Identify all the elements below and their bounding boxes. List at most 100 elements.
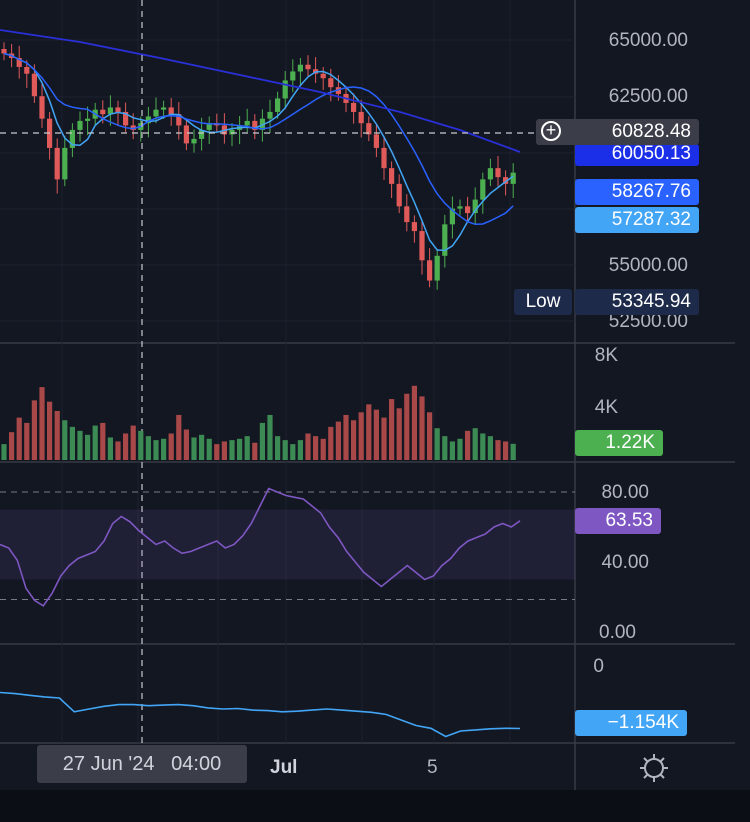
- low-price-tag: 53345.94: [575, 289, 699, 315]
- volume-bar: [54, 410, 60, 460]
- rsi-tick-40: 40.00: [601, 552, 649, 573]
- candle-body: [130, 125, 136, 130]
- candle-body: [1, 48, 7, 54]
- volume-bar: [69, 426, 75, 460]
- volume-bar: [396, 408, 402, 460]
- volume-bar: [206, 438, 212, 460]
- crosshair-price-tag[interactable]: + 60828.48: [536, 119, 699, 145]
- volume-bar: [24, 422, 30, 460]
- volume-bar: [358, 412, 364, 460]
- candle-body: [168, 107, 174, 115]
- candle-body: [457, 206, 463, 209]
- price-tick-55000: 55000.00: [608, 255, 688, 276]
- indicator-current-tag: −1.154K: [575, 710, 687, 736]
- volume-bar: [282, 440, 288, 460]
- ma-mid-line: [3, 52, 514, 226]
- volume-bar: [305, 433, 311, 460]
- candle-body: [123, 111, 129, 126]
- candle-body: [85, 118, 91, 121]
- ma-long-line: [0, 29, 521, 153]
- candle-body: [503, 177, 509, 184]
- volume-bar: [275, 436, 281, 460]
- candle-body: [267, 111, 273, 119]
- volume-current-tag: 1.22K: [575, 430, 663, 456]
- settings-gear-icon[interactable]: [638, 752, 670, 784]
- candle-body: [510, 172, 516, 184]
- volume-bar: [92, 425, 98, 460]
- volume-bar: [31, 400, 37, 460]
- price-tick-62500: 62500.00: [608, 86, 688, 107]
- candle-body: [115, 107, 121, 112]
- volume-bar: [343, 414, 349, 460]
- volume-bar: [130, 425, 136, 460]
- volume-bar: [229, 440, 235, 460]
- volume-bar: [47, 401, 53, 460]
- ma-short-price-tag: 57287.32: [575, 207, 699, 233]
- volume-bar: [115, 441, 121, 460]
- candle-body: [434, 255, 440, 281]
- candle-body: [199, 129, 205, 139]
- indicator-line: [0, 691, 521, 738]
- candle-body: [161, 107, 167, 110]
- volume-bar: [510, 443, 516, 460]
- volume-bar: [145, 436, 151, 460]
- candle-body: [16, 57, 22, 67]
- candle-body: [396, 183, 402, 207]
- ma-mid-price-tag: 58267.76: [575, 179, 699, 205]
- rsi-tick-0: 0.00: [599, 622, 636, 643]
- volume-bar: [9, 432, 15, 460]
- candle-body: [77, 120, 83, 130]
- volume-bar: [449, 441, 455, 460]
- candle-body: [275, 98, 281, 112]
- volume-tick-4k: 4K: [594, 397, 618, 418]
- volume-bar: [85, 434, 91, 460]
- volume-bar: [411, 385, 417, 460]
- candle-body: [69, 129, 75, 148]
- volume-bar: [161, 438, 167, 460]
- candle-body: [442, 224, 448, 256]
- volume-bar: [176, 414, 182, 460]
- volume-bar: [373, 409, 379, 460]
- candle-body: [465, 206, 471, 214]
- candle-body: [328, 78, 334, 88]
- candle-body: [297, 64, 303, 72]
- volume-bar: [495, 440, 501, 460]
- volume-tick-8k: 8K: [594, 345, 618, 366]
- volume-bar: [138, 430, 144, 460]
- volume-bar: [442, 436, 448, 460]
- candle-body: [100, 109, 106, 115]
- volume-bar: [183, 429, 189, 460]
- volume-bar: [39, 387, 45, 460]
- candle-body: [427, 260, 433, 281]
- ma-long-price-tag: 60050.13: [575, 144, 699, 166]
- candle-body: [449, 208, 455, 225]
- volume-bar: [381, 417, 387, 460]
- candle-body: [153, 109, 159, 117]
- volume-bar: [168, 433, 174, 460]
- volume-bar: [427, 412, 433, 460]
- candle-body: [229, 129, 235, 135]
- volume-bar: [123, 433, 129, 460]
- volume-bar: [487, 436, 493, 460]
- candle-body: [252, 120, 258, 130]
- crosshair-time-label: 27 Jun '24 04:00: [37, 745, 247, 783]
- volume-bar: [199, 434, 205, 460]
- volume-bar: [259, 422, 265, 460]
- candle-body: [480, 179, 486, 200]
- ma-short-line: [3, 52, 514, 252]
- x-tick-5: 5: [427, 757, 438, 778]
- add-alert-icon[interactable]: +: [541, 121, 561, 141]
- volume-bar: [153, 440, 159, 460]
- candle-body: [381, 147, 387, 169]
- volume-bar: [214, 444, 220, 460]
- volume-bar: [191, 437, 197, 460]
- candle-body: [54, 147, 60, 180]
- volume-bar: [252, 442, 258, 460]
- volume-bar: [16, 417, 22, 460]
- volume-bar: [351, 420, 357, 460]
- volume-bar: [419, 396, 425, 460]
- candle-body: [373, 134, 379, 148]
- candle-body: [320, 73, 326, 79]
- candle-body: [411, 222, 417, 232]
